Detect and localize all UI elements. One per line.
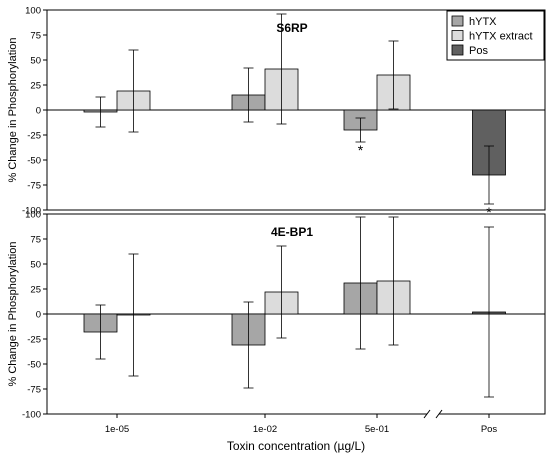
axis-break — [435, 409, 443, 419]
y-tick-label: -50 — [27, 156, 41, 167]
y-tick-label: 100 — [25, 210, 41, 221]
y-tick-label: -75 — [27, 181, 41, 192]
legend-label: hYTX — [469, 16, 497, 28]
y-tick-label: -25 — [27, 131, 41, 142]
axis-break — [423, 409, 431, 419]
significance-marker: * — [358, 142, 364, 158]
x-tick-label: Pos — [481, 424, 498, 435]
panel-2: -100 -75 -50 -25 0 25 50 75 100 % Change in Phosp… — [7, 210, 546, 435]
panels-layer: -100 -75 -50 -25 0 25 50 75 100 % Change in Phosp… — [7, 6, 546, 435]
y-tick-label: 0 — [36, 106, 41, 117]
y-tick-label: 75 — [30, 31, 41, 42]
x-tick-label: 1e-02 — [253, 424, 277, 435]
legend: hYTX hYTX extract Pos — [446, 10, 545, 61]
x-tick-label: 1e-05 — [105, 424, 129, 435]
x-tick-label: 5e-01 — [365, 424, 389, 435]
panel-title: S6RP — [276, 21, 307, 35]
y-tick-label: -100 — [22, 206, 41, 217]
y-tick-label: -50 — [27, 360, 41, 371]
y-tick-label: 75 — [30, 235, 41, 246]
y-tick-label: -100 — [22, 410, 41, 421]
legend-label: Pos — [469, 45, 488, 57]
y-tick-label: -75 — [27, 385, 41, 396]
y-tick-label: 100 — [25, 6, 41, 17]
panel-1: -100 -75 -50 -25 0 25 50 75 100 % Change in Phosp… — [7, 6, 546, 220]
legend-swatch — [451, 44, 464, 56]
y-axis-title: % Change in Phosphorylation — [7, 38, 19, 183]
axis-break-gap — [427, 410, 439, 418]
significance-marker: * — [486, 204, 492, 220]
y-tick-label: 25 — [30, 81, 41, 92]
y-tick-label: 50 — [30, 56, 41, 67]
panel-title: 4E-BP1 — [271, 225, 313, 239]
legend-label: hYTX extract — [469, 31, 533, 43]
x-axis-title: Toxin concentration (µg/L) — [227, 439, 365, 453]
y-tick-label: 25 — [30, 285, 41, 296]
y-tick-label: 0 — [36, 310, 41, 321]
y-axis-title: % Change in Phosphorylation — [7, 242, 19, 387]
legend-swatch — [451, 30, 464, 41]
y-tick-label: -25 — [27, 335, 41, 346]
y-tick-label: 50 — [30, 260, 41, 271]
legend-swatch — [451, 15, 464, 27]
